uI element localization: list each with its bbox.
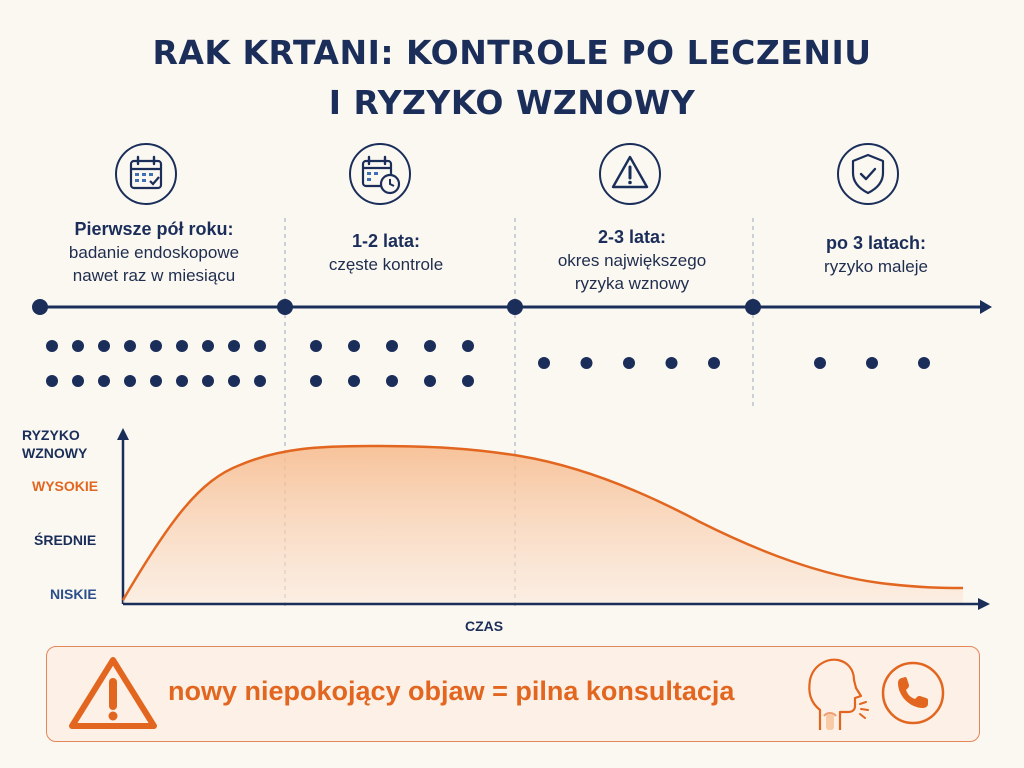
visit-dot-stage-1 <box>98 340 110 352</box>
stage-4-title: po 3 latach: <box>825 233 927 253</box>
title-line-2: I RYZYKO WZNOWY <box>328 83 696 122</box>
stage-3-desc-1: okres największego <box>557 251 707 270</box>
visit-dot-stage-1 <box>46 375 58 387</box>
visit-dot-stage-2 <box>424 340 436 352</box>
visit-dot-stage-3 <box>538 357 550 369</box>
visit-dot-stage-1 <box>72 375 84 387</box>
visit-dot-stage-1 <box>202 340 214 352</box>
timeline-marker-2 <box>507 299 523 315</box>
visit-dot-stage-1 <box>176 340 188 352</box>
stage-4-text: po 3 latach: ryzyko maleje <box>766 232 986 278</box>
risk-y-arrow <box>117 428 129 440</box>
visit-dot-stage-2 <box>424 375 436 387</box>
visit-dot-stage-4 <box>918 357 930 369</box>
visit-dot-stage-2 <box>386 375 398 387</box>
visit-dot-stage-1 <box>46 340 58 352</box>
visit-dot-stage-1 <box>228 375 240 387</box>
warning-icon <box>69 657 157 729</box>
stage-1-title: Pierwsze pół roku: <box>74 219 234 239</box>
calendar-clock-icon <box>349 143 411 205</box>
risk-level-high: WYSOKIE <box>32 478 99 494</box>
risk-curve-area <box>123 446 963 604</box>
throat-symptom-icon <box>808 658 869 730</box>
timeline-marker-start <box>32 299 48 315</box>
risk-y-title-line-1: RYZYKO <box>22 427 80 443</box>
stage-dividers <box>284 218 754 610</box>
warning-icon <box>599 143 661 205</box>
timeline-diagram <box>32 218 992 610</box>
stage-1-text: Pierwsze pół roku: badanie endoskopowe n… <box>44 218 264 287</box>
visit-dot-stage-2 <box>462 340 474 352</box>
phone-icon <box>881 661 945 725</box>
stage-3-text: 2-3 lata: okres największego ryzyka wzno… <box>522 226 742 295</box>
stage-1-desc-2: nawet raz w miesiącu <box>72 266 236 285</box>
stage-2-text: 1-2 lata: częste kontrole <box>276 230 496 276</box>
visit-dot-stage-1 <box>202 375 214 387</box>
risk-curve-line <box>121 444 964 601</box>
visit-dot-stage-2 <box>310 375 322 387</box>
visit-dot-stage-2 <box>310 340 322 352</box>
risk-x-axis-label: CZAS <box>465 618 504 634</box>
timeline-marker-1 <box>277 299 293 315</box>
risk-x-arrow <box>978 598 990 610</box>
visit-dot-stage-1 <box>228 340 240 352</box>
visit-dot-stage-1 <box>124 375 136 387</box>
visit-dot-stage-3 <box>580 357 593 369</box>
alert-text: nowy niepokojący objaw = pilna konsultac… <box>168 676 735 706</box>
timeline-marker-3 <box>745 299 761 315</box>
visit-dot-stage-1 <box>72 340 84 352</box>
visit-dot-stage-1 <box>150 375 162 387</box>
risk-y-axis-title: RYZYKO WZNOWY <box>22 426 87 462</box>
visit-dot-stage-1 <box>124 340 136 352</box>
visit-dot-stage-2 <box>386 340 398 352</box>
visit-dot-stage-1 <box>254 375 266 387</box>
stage-2-title: 1-2 lata: <box>351 231 421 251</box>
visit-dots <box>46 340 930 387</box>
visit-dot-stage-4 <box>866 357 878 369</box>
risk-level-medium: ŚREDNIE <box>34 532 97 548</box>
timeline-markers <box>32 299 761 315</box>
timeline-arrow <box>980 300 992 314</box>
calendar-check-icon <box>115 143 177 205</box>
visit-dot-stage-2 <box>348 375 360 387</box>
stage-4-desc-1: ryzyko maleje <box>824 257 928 276</box>
title-line-1: RAK KRTANI: KONTROLE PO LECZENIU <box>152 33 872 72</box>
visit-dot-stage-2 <box>462 375 474 387</box>
visit-dot-stage-3 <box>708 357 720 369</box>
page-title: RAK KRTANI: KONTROLE PO LECZENIU I RYZYK… <box>0 28 1024 128</box>
shield-check-icon <box>837 143 899 205</box>
visit-dot-stage-2 <box>348 340 360 352</box>
visit-dot-stage-1 <box>98 375 110 387</box>
visit-dot-stage-1 <box>150 340 162 352</box>
stage-1-desc-1: badanie endoskopowe <box>68 243 240 262</box>
risk-y-title-line-2: WZNOWY <box>22 445 88 461</box>
stage-3-title: 2-3 lata: <box>597 227 667 247</box>
visit-dot-stage-3 <box>665 357 678 369</box>
visit-dot-stage-4 <box>814 357 826 369</box>
visit-dot-stage-1 <box>176 375 188 387</box>
visit-dot-stage-1 <box>254 340 266 352</box>
visit-dot-stage-3 <box>623 357 635 369</box>
stage-3-desc-2: ryzyka wznowy <box>574 274 690 293</box>
risk-level-low: NISKIE <box>50 586 97 602</box>
stage-2-desc-1: częste kontrole <box>328 255 444 274</box>
